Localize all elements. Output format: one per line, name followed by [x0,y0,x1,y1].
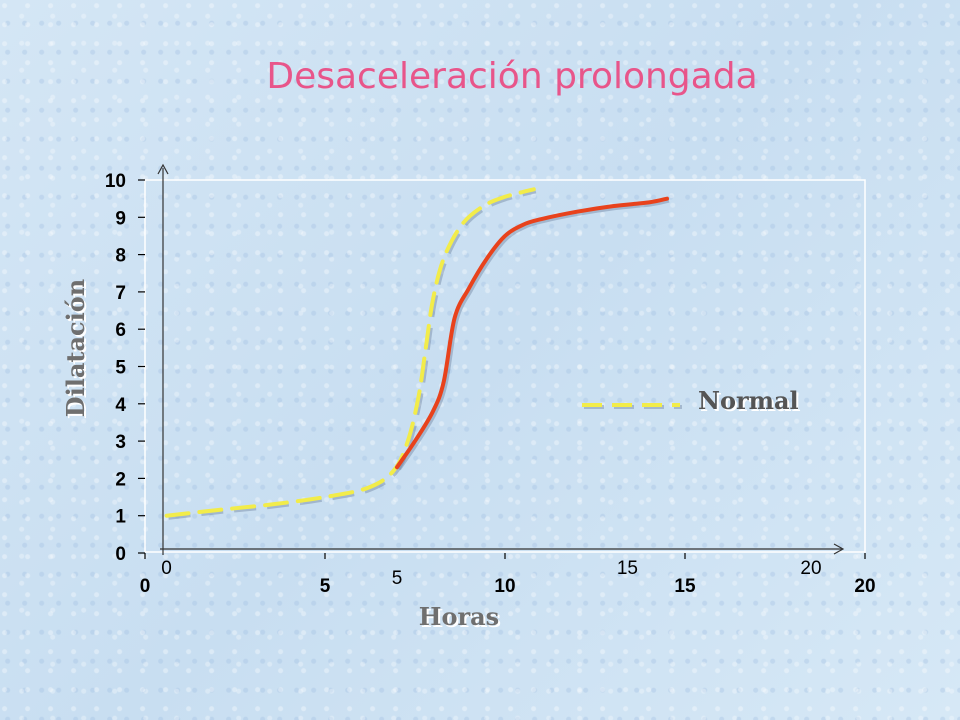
overlay-x-label: 15 [617,558,638,579]
x-axis-label-shadow: Horas [421,604,501,633]
normal-series-line [164,187,536,518]
y-axis-arrow [157,163,169,175]
prolonged-series-line [395,196,669,470]
y-tick-label: 0 [115,544,126,565]
x-axis-arrow [833,543,845,555]
chart-title: Desaceleración prolongada [266,56,757,97]
y-tick-label: 4 [115,395,126,416]
y-axis-label: Dilatación [61,279,90,417]
y-axis-label-shadow: Dilatación [63,281,92,419]
y-tick-label: 2 [115,469,126,490]
x-axis-label-group: Horas Horas [419,602,501,633]
x-axis-label: Horas [419,602,499,631]
x-tick-label: 10 [494,576,515,597]
y-tick-label: 5 [115,358,126,379]
y-tick-label: 7 [115,283,126,304]
y-tick-label: 9 [115,208,126,229]
overlay-x-label: 20 [800,558,821,579]
y-tick-label: 8 [115,246,126,267]
y-tick-label: 10 [105,171,126,192]
x-tick-label: 20 [854,576,875,597]
overlay-x-label: 0 [161,558,172,579]
series-layer [164,187,670,520]
y-tick-label: 1 [115,507,126,528]
overlay-x-label: 5 [392,568,403,589]
x-tick-label: 5 [320,576,331,597]
prolonged-series-shadow [397,198,670,471]
y-axis-label-group: Dilatación Dilatación [61,279,92,419]
normal-series-shadow [168,189,537,520]
x-tick-label: 15 [674,576,696,597]
axis-ticks: 0 1 2 3 4 5 6 7 8 9 10 0 5 10 15 20 0 5 15 20 [105,171,876,597]
y-tick-label: 3 [115,432,126,453]
legend-label-normal: Normal [698,386,799,415]
x-tick-label: 0 [140,576,151,597]
legend-label-shadow: Normal [700,388,801,417]
y-tick-label: 6 [115,320,126,341]
